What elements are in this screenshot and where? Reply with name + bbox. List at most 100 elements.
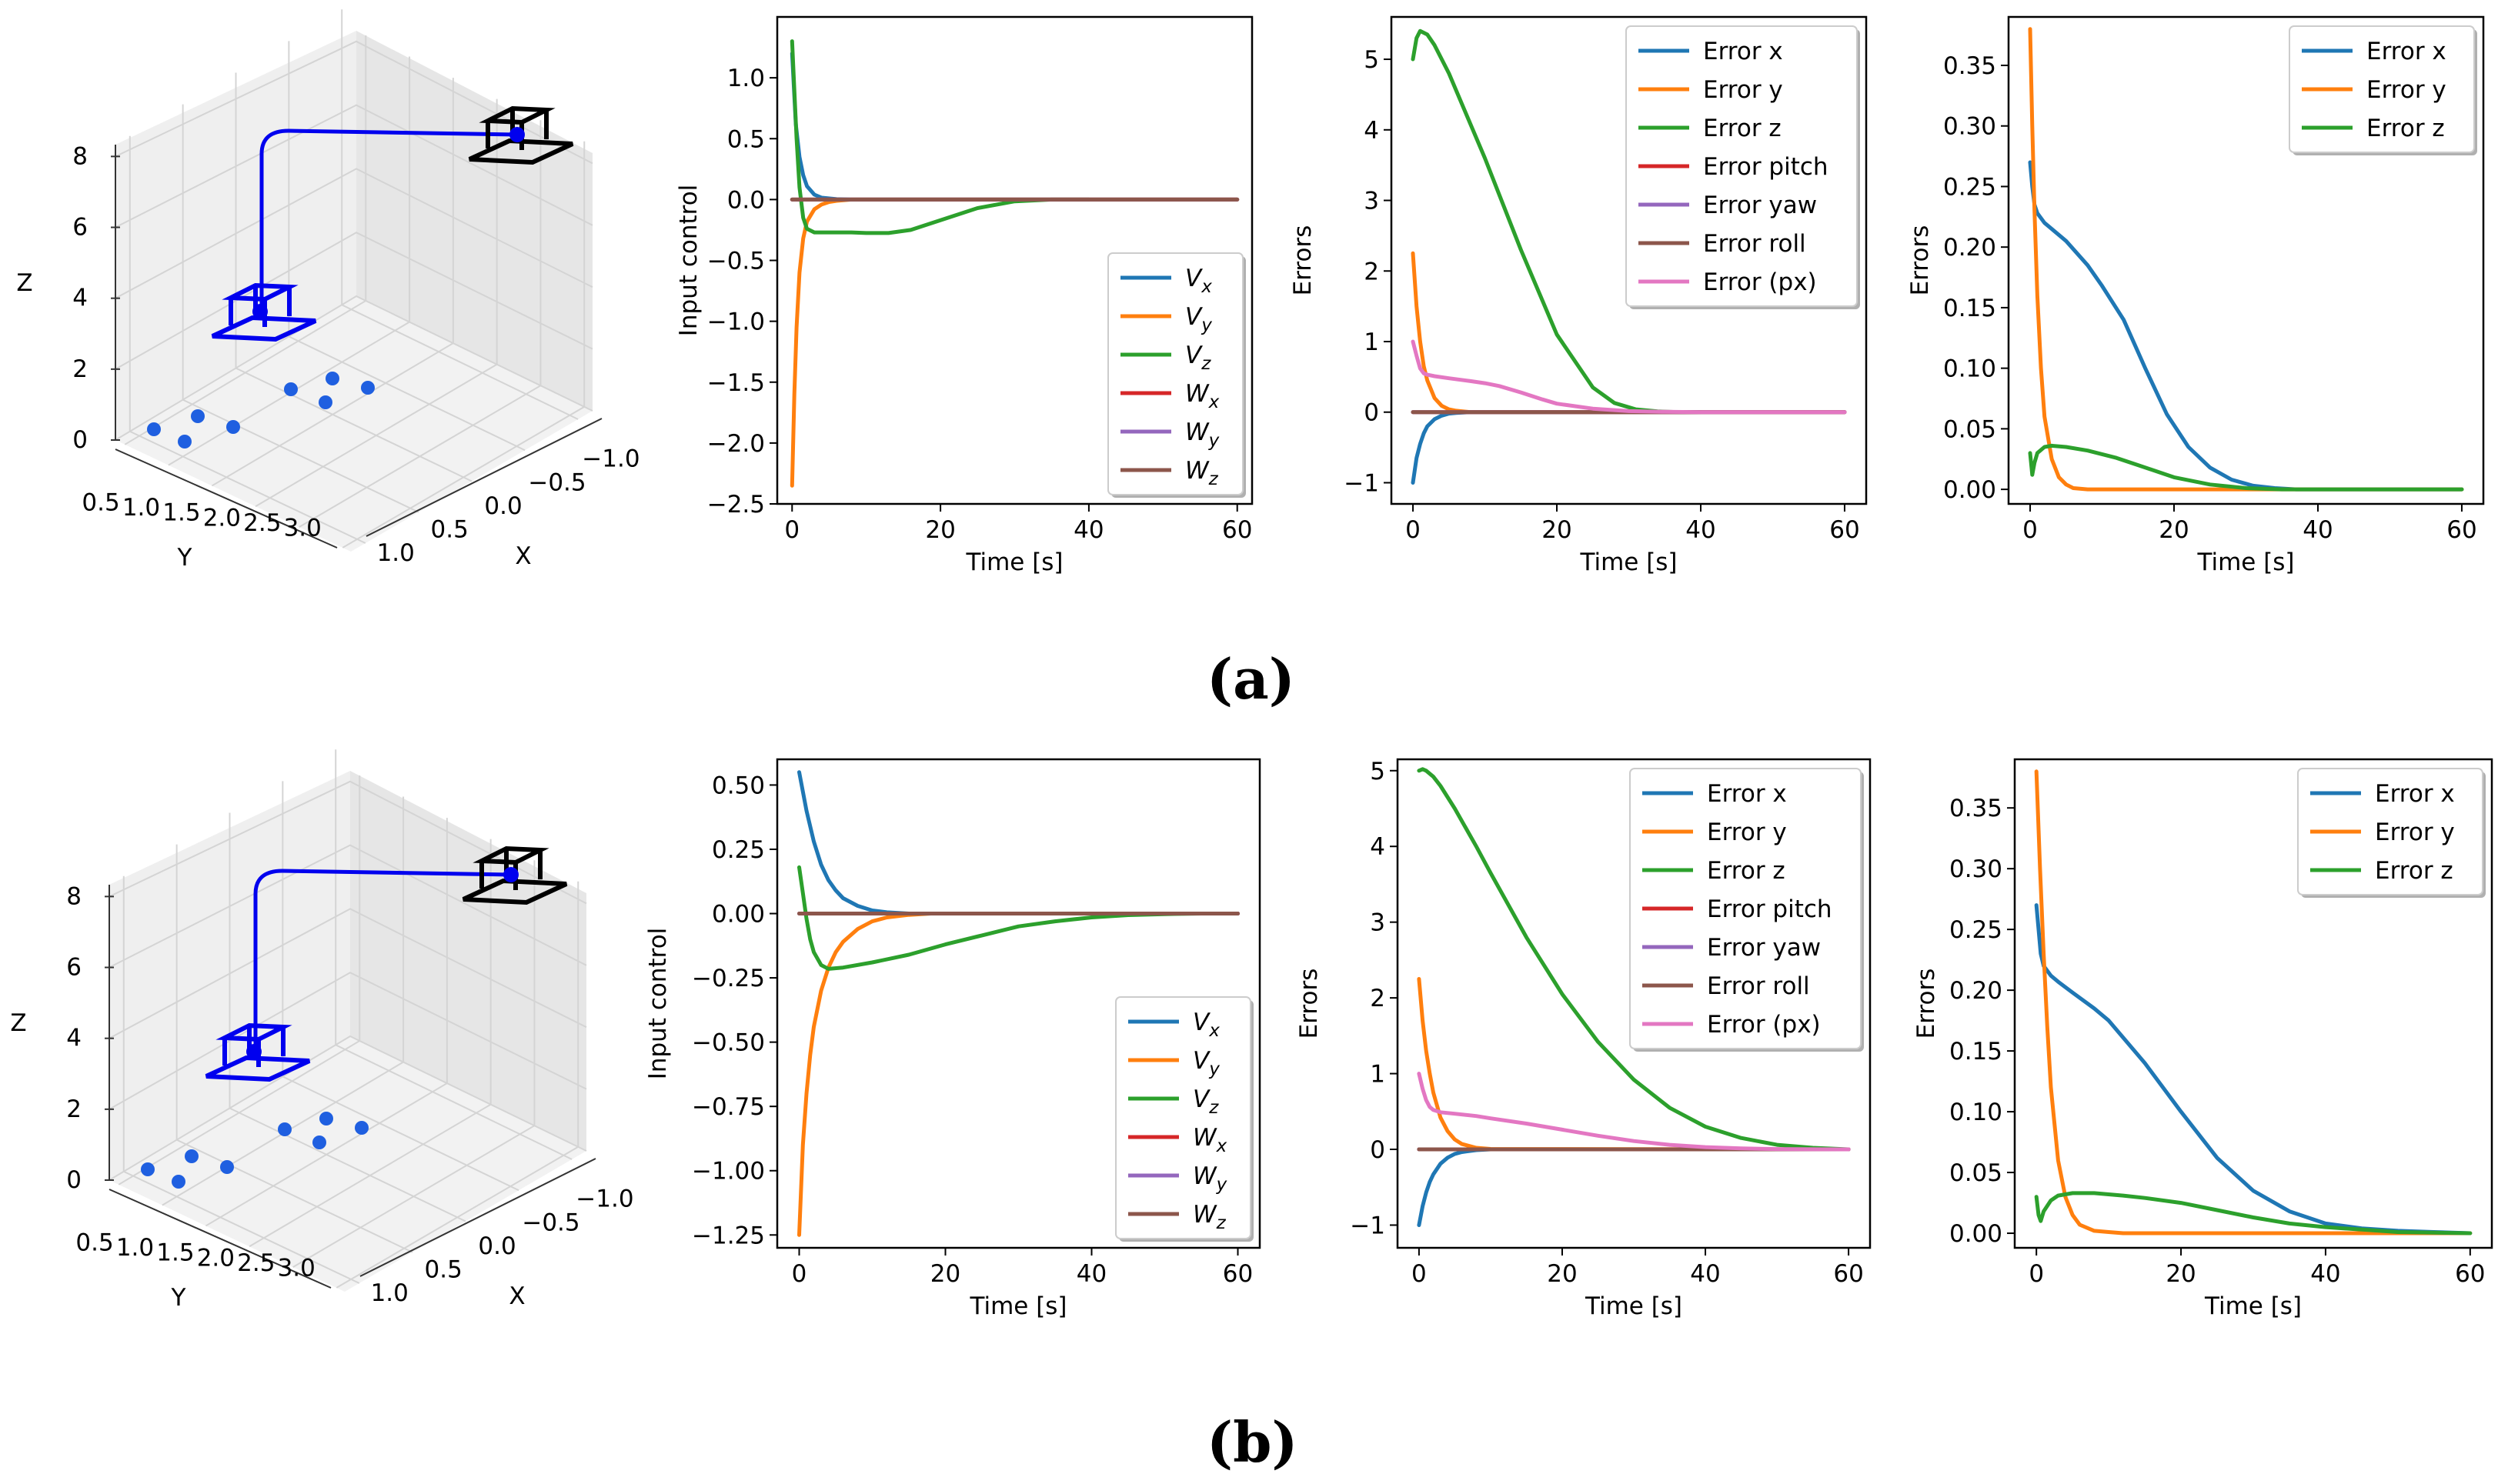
- feature-point: [178, 435, 192, 449]
- y-tick-label: 0.5: [727, 125, 765, 153]
- legend-label: Error z: [1703, 115, 1782, 142]
- z-grid-line: [109, 908, 587, 1039]
- axes-frame: [2013, 758, 2493, 1249]
- series-line-2: [2034, 769, 2473, 1236]
- y-tick-label: 1.5: [162, 499, 200, 527]
- z-tick-label: 2: [72, 355, 88, 383]
- y-axis-line: [109, 1189, 332, 1289]
- x-tick-label: 1.0: [371, 1279, 409, 1307]
- y-grid-line: [336, 881, 579, 1289]
- feature-point: [326, 372, 339, 385]
- y-tick-label: 3: [1370, 909, 1385, 937]
- series-line-1: [797, 770, 1240, 915]
- y-tick-label: 0.5: [82, 489, 119, 516]
- series-line-2: [2028, 27, 2464, 492]
- legend-label: Error y: [2366, 76, 2446, 104]
- legend-label: Wy: [1193, 1162, 1227, 1195]
- y-tick-label: −1.00: [692, 1158, 765, 1186]
- y-tick-label: 3.0: [284, 515, 322, 542]
- feature-point: [319, 395, 332, 409]
- y-axis-label: Errors: [1906, 225, 1934, 296]
- series-line-3: [790, 39, 1091, 235]
- y-tick-label: 0.25: [712, 836, 765, 864]
- y-tick-label: 2.5: [243, 509, 281, 537]
- chart-panel-1: 0 20 40 60 −2.5 −2.0 −1.5 −1.0 −0.5 0.0 0.5 1.0 Time…: [675, 15, 1254, 576]
- legend-label: Wy: [1185, 419, 1220, 451]
- x-grid-line: [229, 812, 466, 1222]
- legend-box: [1625, 25, 1858, 307]
- y-tick-label: −0.75: [692, 1093, 765, 1121]
- y-tick-label: 2.0: [203, 504, 241, 532]
- series-line-3: [1417, 767, 1851, 1152]
- x-tick-label: 0.0: [484, 492, 522, 520]
- x-tick-label: −0.5: [528, 469, 586, 496]
- y-tick-label: 0.50: [712, 772, 765, 799]
- legend-label: Error x: [2375, 780, 2455, 808]
- y-tick-label: 1: [1370, 1061, 1385, 1089]
- legend-label: Error y: [1707, 819, 1787, 846]
- y-tick-label: 0.20: [1943, 234, 1996, 262]
- y-grid-line: [168, 56, 411, 466]
- final-camera-icon: [211, 282, 317, 342]
- x-tick-label: 60: [2455, 1260, 2485, 1288]
- series-line-1: [1411, 410, 1847, 485]
- x-tick-label: 40: [1690, 1260, 1720, 1288]
- y-tick-label: 4: [1370, 833, 1385, 861]
- x-grid-line: [282, 781, 519, 1192]
- y-tick-label: 0.00: [712, 901, 765, 929]
- x-axis-label: X: [515, 542, 531, 570]
- legend-label: Vy: [1185, 303, 1212, 335]
- z-grid-line: [109, 1035, 587, 1181]
- y-grid-line: [118, 775, 361, 1186]
- row-label-a: (a): [1207, 646, 1295, 712]
- x-tick-label: 40: [1685, 516, 1715, 544]
- x-axis-label: Time [s]: [2204, 1292, 2302, 1320]
- x-tick-label: −1.0: [576, 1186, 633, 1213]
- y-axis-line: [115, 449, 338, 549]
- x-axis-line: [366, 418, 603, 537]
- x-axis-label: Time [s]: [1579, 549, 1677, 576]
- z-grid-line: [115, 232, 593, 370]
- z-grid-line: [115, 295, 593, 441]
- y-tick-label: 2.5: [237, 1249, 275, 1277]
- camera-center: [509, 127, 525, 142]
- y-tick-label: 0.25: [1943, 173, 1996, 201]
- y-tick-label: −2.0: [707, 430, 765, 458]
- y-axis-label: Y: [171, 1284, 186, 1312]
- x-tick-label: 40: [2303, 516, 2333, 544]
- x-tick-label: 0.0: [478, 1232, 516, 1260]
- y-tick-label: 0.30: [1943, 113, 1996, 141]
- legend-label: Error x: [1703, 38, 1783, 65]
- feature-point: [355, 1121, 369, 1135]
- axes-frame: [776, 758, 1261, 1249]
- z-axis-label: Z: [10, 1009, 26, 1037]
- x-axis-label: X: [509, 1282, 525, 1310]
- legend-box: [1629, 768, 1862, 1049]
- z-grid-line: [115, 168, 593, 299]
- feature-point: [312, 1136, 326, 1149]
- x-grid-line: [335, 749, 573, 1160]
- y-tick-label: 5: [1370, 758, 1385, 785]
- x-axis-label: Time [s]: [969, 1292, 1067, 1320]
- legend-box: [2297, 768, 2483, 895]
- series-line-7: [1417, 1072, 1851, 1152]
- x-grid-line: [175, 844, 413, 1253]
- legend-label: Error y: [2375, 819, 2455, 846]
- camera-center: [246, 1044, 262, 1059]
- x-grid-line: [129, 135, 366, 544]
- y-tick-label: −0.50: [692, 1029, 765, 1057]
- series-line-3: [797, 865, 1204, 971]
- y-tick-label: 5: [1364, 46, 1379, 74]
- y-grid-line: [124, 35, 367, 445]
- y-tick-label: 0.0: [727, 186, 765, 214]
- y-tick-label: −0.5: [707, 248, 765, 275]
- target-camera-icon: [468, 105, 574, 165]
- x-tick-label: 0: [784, 516, 800, 544]
- feature-point: [278, 1122, 292, 1136]
- x-tick-label: 40: [1074, 516, 1104, 544]
- chart-panel-2: 0 20 40 60 −1 0 1 2 3 4 5 Time [s] Errors Error x Erro…: [1289, 15, 1868, 576]
- chart-panel-6: 0 20 40 60 −1 0 1 2 3 4 5 Time [s] Errors Error x Erro…: [1295, 758, 1872, 1320]
- y-grid-line: [249, 839, 492, 1248]
- row-label-b: (b): [1207, 1409, 1298, 1475]
